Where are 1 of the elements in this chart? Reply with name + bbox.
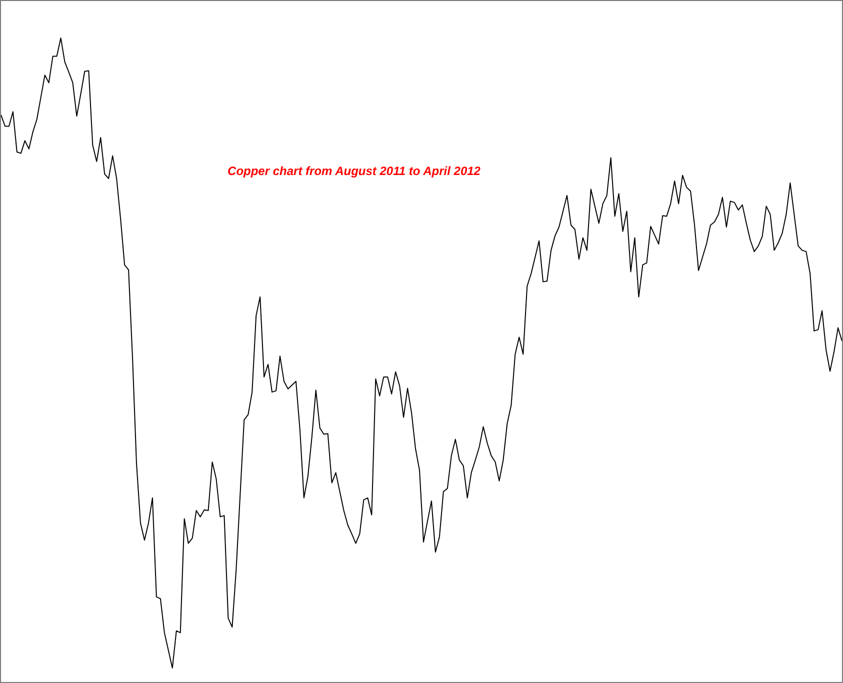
- text: Copper chart from August 2011 to April 2012: [228, 164, 480, 178]
